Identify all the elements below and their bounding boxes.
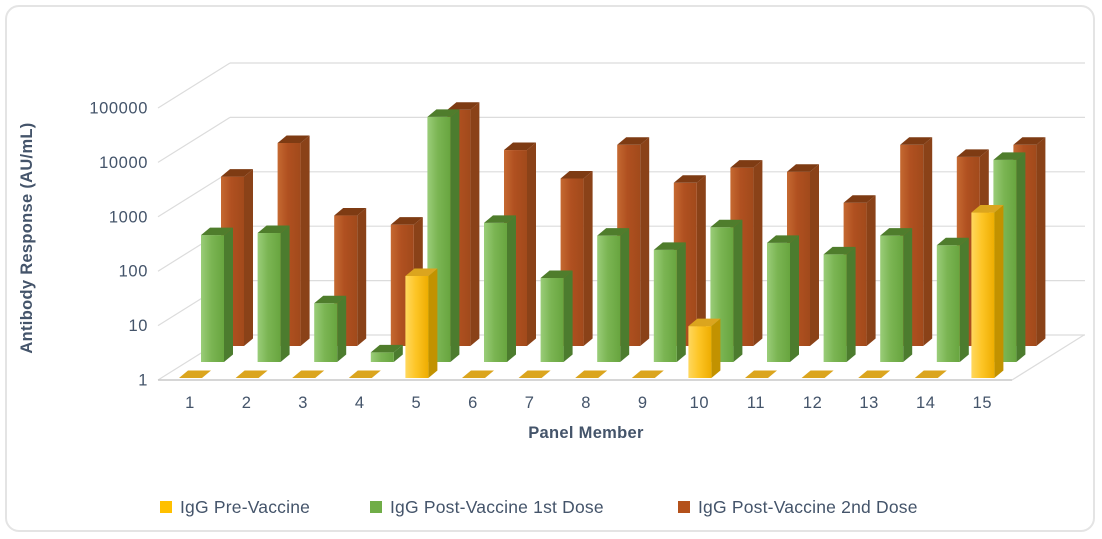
gridline-diagonal [157,171,231,218]
legend-item-pre-vaccine: IgG Pre-Vaccine [160,496,310,518]
y-axis-title: Antibody Response (AU/mL) [18,122,36,353]
legend-swatch-pre-vaccine-icon [160,501,172,513]
bar-series1-panel8 [597,228,630,362]
bar-series0-panel10 [688,318,721,378]
bar-series1-panel7 [540,270,573,362]
bar-series1-panel3 [314,295,347,362]
x-tick-label: 15 [973,394,993,412]
legend-label-post-2nd-dose: IgG Post-Vaccine 2nd Dose [698,496,918,517]
legend-label-pre-vaccine: IgG Pre-Vaccine [180,496,311,517]
bar-series0-panel3 [292,370,325,378]
x-tick-label: 9 [638,394,648,412]
floor-right-edge [1011,334,1085,381]
bar-series1-panel6 [484,215,516,362]
x-tick-label: 12 [803,394,823,412]
bar-series0-panel11 [745,370,777,378]
legend-swatch-post-1st-dose-icon [370,501,382,513]
bar-series1-panel4 [370,344,403,362]
bar-series0-panel5 [405,268,438,378]
x-tick-label: 4 [355,394,365,412]
bars [179,102,1046,378]
x-tick-label: 5 [412,394,422,412]
bar-series1-panel12 [823,246,856,362]
x-tick-label: 2 [242,394,252,412]
bar-series0-panel15 [971,205,1004,378]
x-axis-title: Panel Member [528,424,644,442]
bar-series0-panel13 [858,370,891,378]
bar-series0-panel4 [348,370,381,378]
x-tick-label: 6 [468,394,478,412]
legend-item-post-1st-dose: IgG Post-Vaccine 1st Dose [370,496,604,518]
y-tick-label: 100 [119,263,148,281]
bar-series0-panel12 [801,370,834,378]
bar-series0-panel8 [575,370,608,378]
x-tick-label: 10 [690,394,710,412]
bar-series0-panel6 [462,370,494,378]
bar-series1-panel13 [880,228,913,362]
y-tick-label: 100000 [89,100,148,118]
bar-series1-panel1 [201,227,233,362]
x-tick-label: 1 [185,394,195,412]
x-tick-label: 11 [747,394,765,412]
x-tick-label: 14 [916,394,936,412]
gridline-diagonal [157,62,231,109]
legend-label-post-1st-dose: IgG Post-Vaccine 1st Dose [390,496,604,517]
x-tick-label: 13 [859,394,879,412]
x-tick-label: 7 [525,394,535,412]
y-tick-label: 1000 [109,208,148,226]
bar-series1-panel9 [653,242,686,362]
y-tick-label: 10 [128,317,148,335]
bar-series1-panel11 [767,235,799,362]
bar-series0-panel2 [235,370,268,378]
legend-swatch-post-2nd-dose-icon [678,501,690,513]
bar-series0-panel14 [914,370,947,378]
bar-series0-panel9 [631,370,664,378]
bar-series0-panel1 [179,370,211,378]
x-tick-label: 3 [298,394,308,412]
bar-series1-panel2 [257,225,290,362]
y-tick-label: 1 [138,372,148,390]
y-tick-label: 10000 [99,154,148,172]
bar-series0-panel7 [518,370,551,378]
x-tick-label: 8 [581,394,591,412]
legend-item-post-2nd-dose: IgG Post-Vaccine 2nd Dose [678,496,918,518]
bar-series1-panel14 [936,237,969,362]
gridline-diagonal [157,116,231,163]
